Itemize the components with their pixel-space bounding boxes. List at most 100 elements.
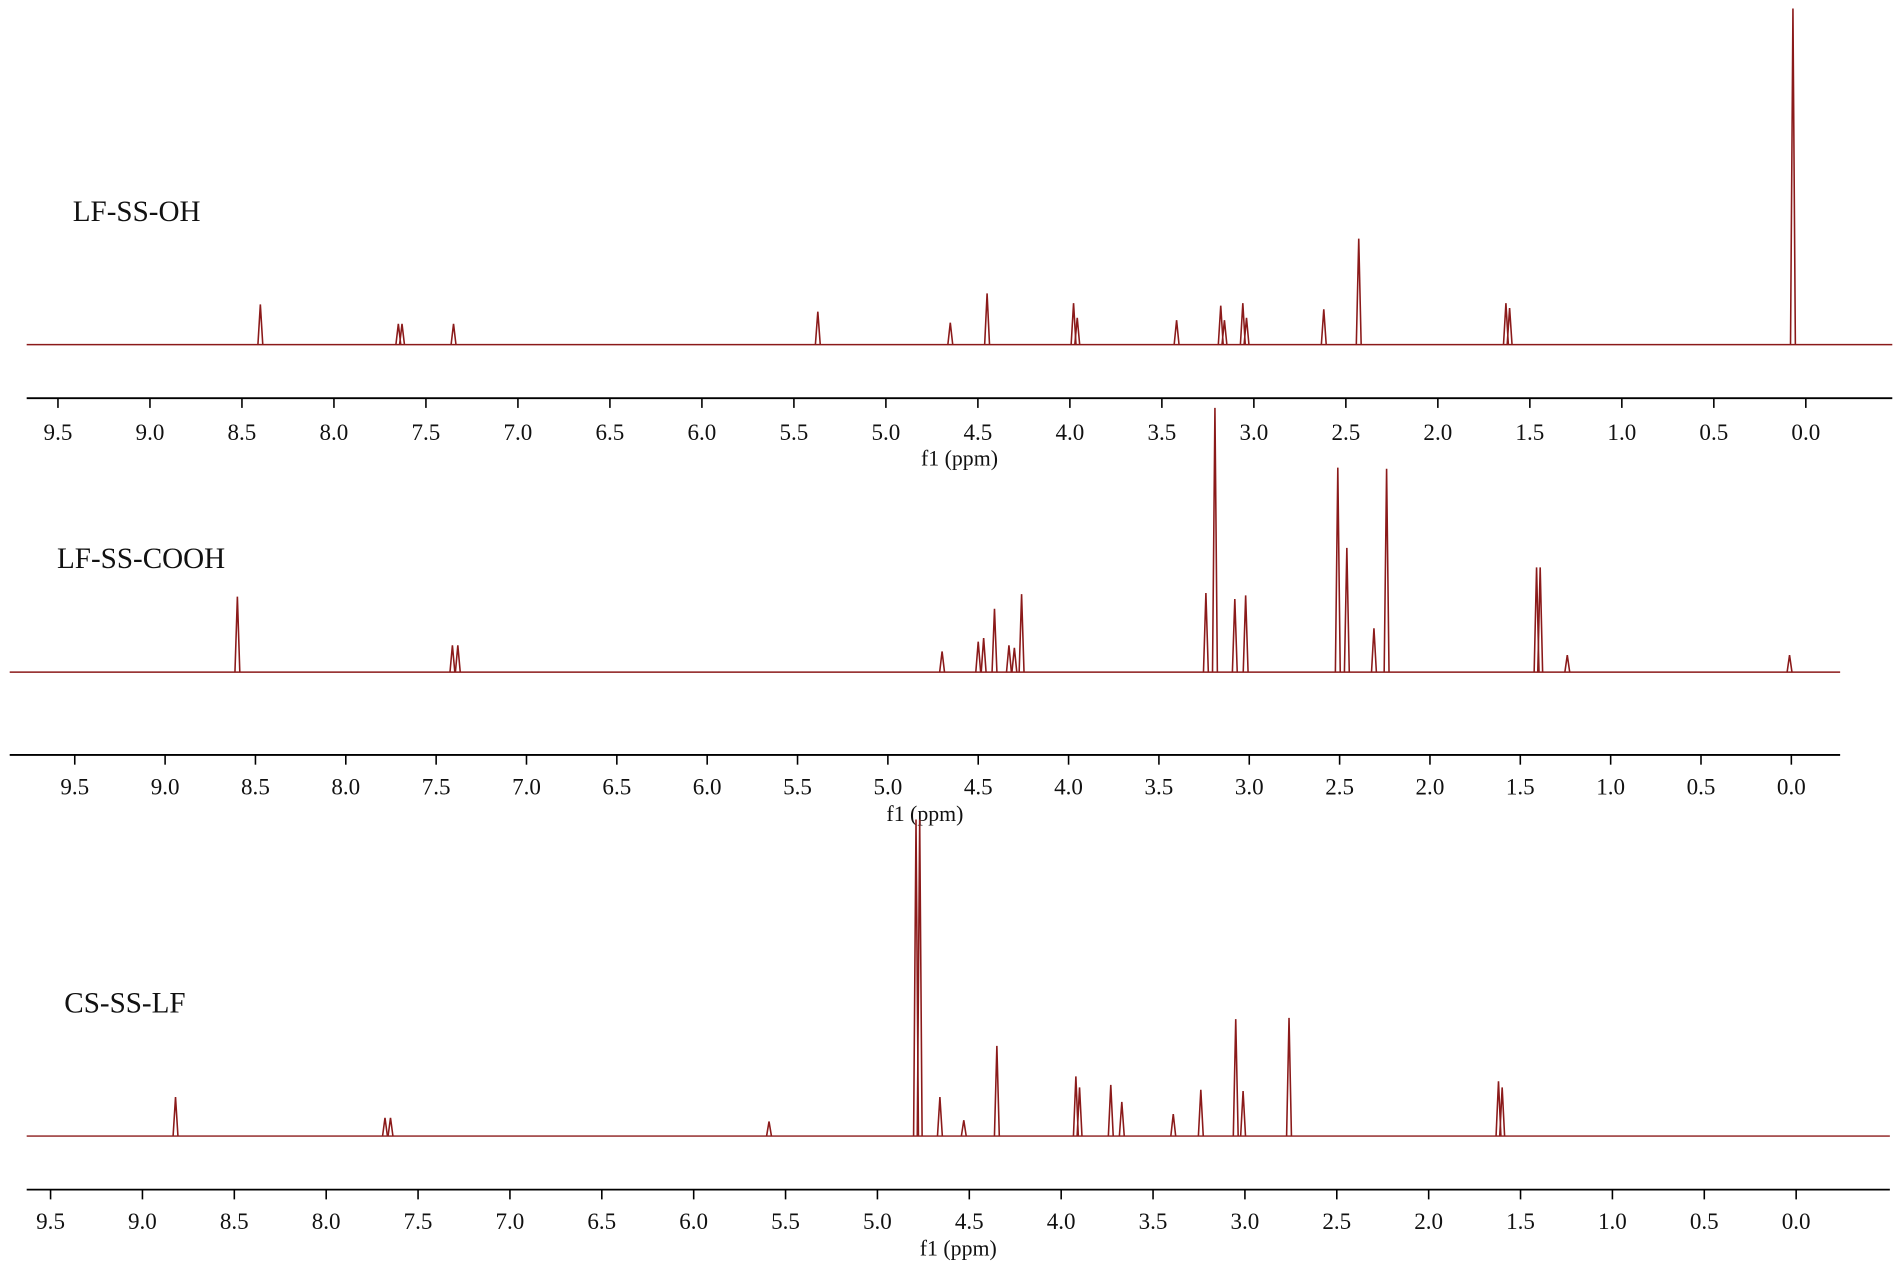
peak — [765, 1121, 773, 1137]
x-tick-label: 4.0 — [1055, 419, 1084, 445]
x-tick-label: 0.0 — [1777, 773, 1806, 799]
x-tick-label: 7.5 — [422, 773, 451, 799]
x-tick-label: 9.5 — [36, 1208, 65, 1234]
peak — [1242, 595, 1249, 673]
x-tick-label: 3.0 — [1239, 419, 1268, 445]
x-tick-label: 1.5 — [1506, 1208, 1535, 1234]
x-tick-label: 3.5 — [1147, 419, 1176, 445]
x-tick-label: 3.0 — [1235, 773, 1264, 799]
peak — [916, 819, 923, 1137]
x-tick-label: 4.5 — [963, 419, 992, 445]
peak — [936, 1097, 944, 1137]
peak — [1173, 320, 1180, 345]
x-tick-label: 3.5 — [1139, 1208, 1168, 1234]
peak — [1320, 309, 1327, 345]
peak — [1074, 317, 1081, 345]
peak — [1170, 1114, 1177, 1137]
peak — [1536, 567, 1544, 673]
peak — [1011, 647, 1018, 673]
peak — [398, 323, 406, 345]
x-tick-label: 8.0 — [312, 1208, 341, 1234]
peak — [1221, 320, 1228, 345]
x-tick-label: 6.5 — [596, 419, 625, 445]
peak — [993, 1045, 1001, 1137]
x-tick-label: 7.5 — [404, 1208, 433, 1234]
peak — [449, 645, 456, 673]
x-tick-label: 3.0 — [1231, 1208, 1260, 1234]
x-axis-title: f1 (ppm) — [886, 802, 963, 826]
x-tick-label: 5.0 — [873, 773, 902, 799]
x-tick-label: 6.0 — [679, 1208, 708, 1234]
x-tick-label: 9.5 — [44, 419, 73, 445]
x-tick-label: 9.0 — [151, 773, 180, 799]
chart-title: LF-SS-COOH — [57, 543, 225, 575]
peak — [1343, 547, 1351, 673]
peak — [257, 304, 264, 345]
peak — [1355, 238, 1362, 345]
x-tick-label: 2.0 — [1423, 419, 1452, 445]
peak — [1217, 305, 1224, 345]
peak — [938, 651, 946, 673]
x-tick-label: 4.0 — [1054, 773, 1083, 799]
x-tick-label: 3.5 — [1145, 773, 1174, 799]
peak — [1383, 468, 1390, 673]
x-tick-label: 2.0 — [1416, 773, 1445, 799]
peak — [1506, 308, 1513, 345]
peak — [960, 1120, 967, 1137]
peak — [1786, 654, 1793, 673]
peak — [1334, 467, 1342, 673]
peak — [387, 1117, 394, 1137]
x-tick-label: 9.0 — [128, 1208, 157, 1234]
x-tick-label: 0.0 — [1782, 1208, 1811, 1234]
peak — [1211, 407, 1219, 673]
x-tick-label: 7.0 — [496, 1208, 525, 1234]
peak — [1239, 303, 1247, 345]
x-tick-label: 0.5 — [1699, 419, 1728, 445]
x-tick-label: 4.0 — [1047, 1208, 1076, 1234]
x-tick-label: 2.5 — [1325, 773, 1354, 799]
x-tick-label: 9.0 — [136, 419, 165, 445]
x-tick-label: 2.5 — [1322, 1208, 1351, 1234]
peak — [1197, 1089, 1205, 1137]
peak — [814, 311, 822, 345]
peak — [947, 322, 954, 345]
peak — [1107, 1084, 1115, 1137]
x-tick-label: 1.5 — [1506, 773, 1535, 799]
peak — [1232, 1019, 1239, 1137]
peak — [1231, 599, 1239, 673]
x-tick-label: 8.0 — [320, 419, 349, 445]
peak — [1202, 592, 1210, 673]
x-axis-title: f1 (ppm) — [921, 446, 998, 470]
x-tick-label: 1.0 — [1596, 773, 1625, 799]
chart-title: LF-SS-OH — [73, 196, 201, 228]
peak — [1498, 1087, 1506, 1137]
x-tick-label: 2.5 — [1331, 419, 1360, 445]
x-tick-label: 9.5 — [60, 773, 89, 799]
x-tick-label: 5.5 — [771, 1208, 800, 1234]
x-tick-label: 6.0 — [693, 773, 722, 799]
chart-title: CS-SS-LF — [64, 987, 185, 1019]
peak — [1789, 8, 1797, 345]
x-tick-label: 6.0 — [688, 419, 717, 445]
x-tick-label: 4.5 — [964, 773, 993, 799]
x-tick-label: 4.5 — [955, 1208, 984, 1234]
x-tick-label: 1.0 — [1598, 1208, 1627, 1234]
peak — [1076, 1087, 1083, 1137]
x-tick-label: 0.0 — [1791, 419, 1820, 445]
peak — [983, 293, 991, 345]
peak — [381, 1117, 389, 1137]
x-tick-label: 5.0 — [863, 1208, 892, 1234]
x-tick-label: 8.5 — [241, 773, 270, 799]
x-tick-label: 5.0 — [871, 419, 900, 445]
x-tick-label: 7.0 — [512, 773, 541, 799]
x-tick-label: 0.5 — [1690, 1208, 1719, 1234]
peak — [975, 641, 982, 673]
peak — [450, 323, 457, 345]
peak — [1070, 303, 1077, 345]
x-tick-label: 2.0 — [1414, 1208, 1443, 1234]
peak — [454, 645, 462, 673]
x-tick-label: 5.5 — [780, 419, 809, 445]
peak — [980, 637, 987, 673]
peak — [1118, 1101, 1126, 1137]
peak — [991, 608, 998, 673]
